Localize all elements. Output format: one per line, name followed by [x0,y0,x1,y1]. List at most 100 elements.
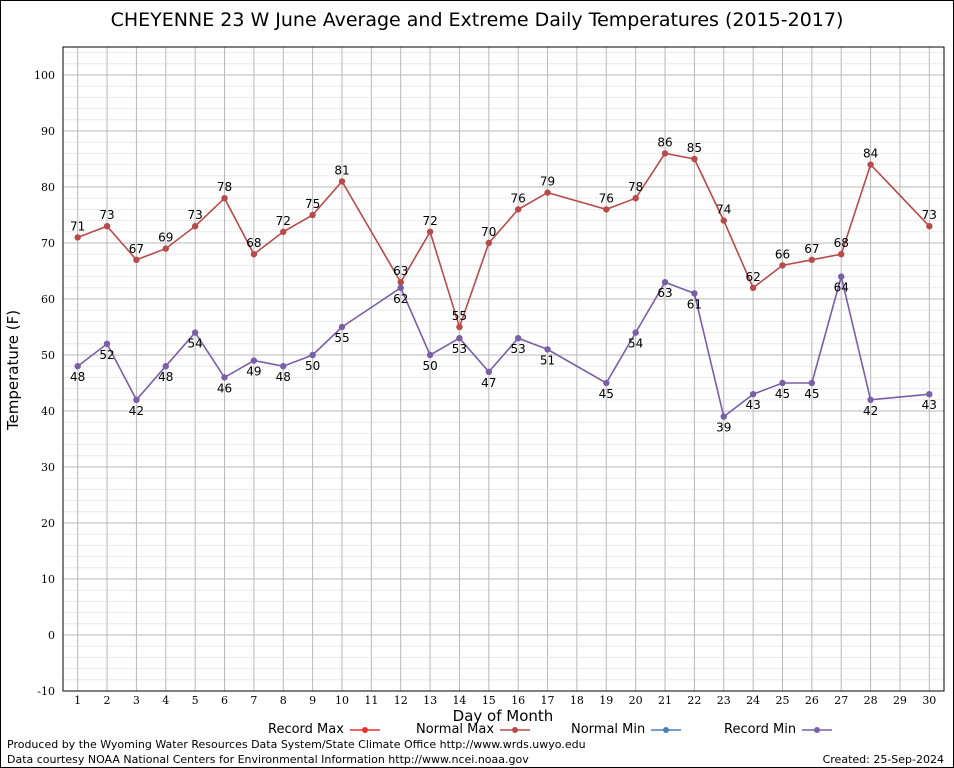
normal-max-point [485,239,493,247]
record-min-data-label: 54 [188,337,203,351]
normal-max-point [103,223,111,230]
x-tick-label: 4 [162,694,169,707]
y-tick-label: -10 [37,685,55,698]
x-tick-label: 10 [335,694,349,707]
record-min-point [338,323,346,331]
y-tick-label: 100 [34,69,55,82]
record-min-data-label: 63 [657,286,672,300]
record-min-data-label: 50 [422,359,437,373]
record-min-point [456,335,463,342]
normal-max-point [191,223,199,230]
record-min-data-label: 48 [158,370,173,384]
normal-max-data-label: 73 [188,208,203,222]
normal-max-point [514,206,522,213]
normal-max-data-label: 86 [657,135,672,149]
record-min-point [808,379,816,387]
record-min-point [603,379,610,387]
record-min-data-label: 53 [452,342,467,356]
normal-max-data-label: 81 [334,163,349,177]
record-min-point [162,363,169,370]
normal-max-point [426,228,434,235]
normal-max-data-label: 78 [628,180,643,194]
record-min-data-label: 52 [99,348,114,362]
x-tick-label: 20 [629,694,643,707]
record-min-data-label: 49 [246,365,261,379]
record-min-point [661,279,669,286]
x-tick-label: 9 [309,694,316,707]
x-tick-label: 30 [922,694,936,707]
normal-max-point [603,206,610,213]
y-tick-label: 50 [41,349,55,362]
normal-max-data-label: 62 [745,270,760,284]
x-tick-label: 25 [775,694,789,707]
legend-record-max: Record Max [268,722,380,737]
normal-max-data-label: 85 [687,141,702,155]
legend-record-min: Record Min [724,722,833,737]
x-tick-label: 6 [221,694,228,707]
record-min-data-label: 54 [628,337,643,351]
x-tick-label: 28 [864,694,878,707]
legend-record-max-label: Record Max [268,722,344,737]
x-tick-label: 29 [893,694,907,707]
normal-max-data-label: 74 [716,203,731,217]
normal-max-data-label: 79 [540,175,555,189]
y-tick-label: 70 [41,237,55,250]
legend-normal-max-swatch [500,726,531,733]
record-min-point [544,346,551,353]
normal-max-data-label: 68 [834,236,849,250]
record-min-point [74,363,81,370]
legend-normal-min: Normal Min [571,722,682,737]
record-min-data-label: 47 [481,376,496,390]
x-tick-label: 12 [394,694,408,707]
record-min-point [191,329,199,336]
normal-max-point [162,245,169,252]
plot-area [63,47,944,691]
x-tick-label: 22 [687,694,701,707]
x-tick-label: 26 [805,694,819,707]
record-min-data-label: 48 [276,370,291,384]
record-min-data-label: 45 [599,387,614,401]
normal-max-point [338,178,346,185]
record-min-data-label: 45 [775,387,790,401]
record-min-data-label: 39 [716,421,731,435]
normal-max-data-label: 71 [70,219,85,233]
x-tick-label: 24 [746,694,760,707]
normal-max-data-label: 68 [246,236,261,250]
legend-normal-max: Normal Max [416,722,531,737]
x-tick-label: 5 [192,694,199,707]
y-tick-label: 90 [41,125,55,138]
normal-max-data-label: 78 [217,180,232,194]
x-tick-label: 14 [452,694,466,707]
x-tick-label: 16 [511,694,525,707]
x-tick-label: 13 [423,694,437,707]
record-min-point [691,290,698,297]
record-min-data-label: 50 [305,359,320,373]
y-tick-label: 0 [48,629,55,642]
x-tick-label: 23 [717,694,731,707]
normal-max-data-label: 84 [863,147,878,161]
normal-max-point [632,195,639,202]
record-min-point [397,284,404,291]
normal-max-point [808,256,816,263]
footer-producer: Produced by the Wyoming Water Resources … [7,738,586,751]
record-min-point [133,396,140,403]
normal-max-point [720,217,727,224]
record-min-point [749,391,757,398]
y-tick-label: 30 [41,461,55,474]
legend-record-min-swatch [802,726,833,733]
record-min-data-label: 64 [834,281,849,295]
y-axis-label: Temperature (F) [4,309,22,431]
record-min-point [309,351,316,359]
record-min-data-label: 42 [863,404,878,418]
created-date: Created: 25-Sep-2024 [822,753,944,766]
record-min-data-label: 51 [540,353,555,367]
normal-max-data-label: 70 [481,225,496,239]
normal-max-data-label: 73 [99,208,114,222]
normal-max-point [280,228,287,235]
record-min-point [280,363,287,370]
x-tick-label: 19 [599,694,613,707]
x-tick-label: 11 [364,694,378,707]
x-tick-label: 21 [658,694,672,707]
legend-normal-max-label: Normal Max [416,722,495,737]
normal-max-point [779,262,786,269]
